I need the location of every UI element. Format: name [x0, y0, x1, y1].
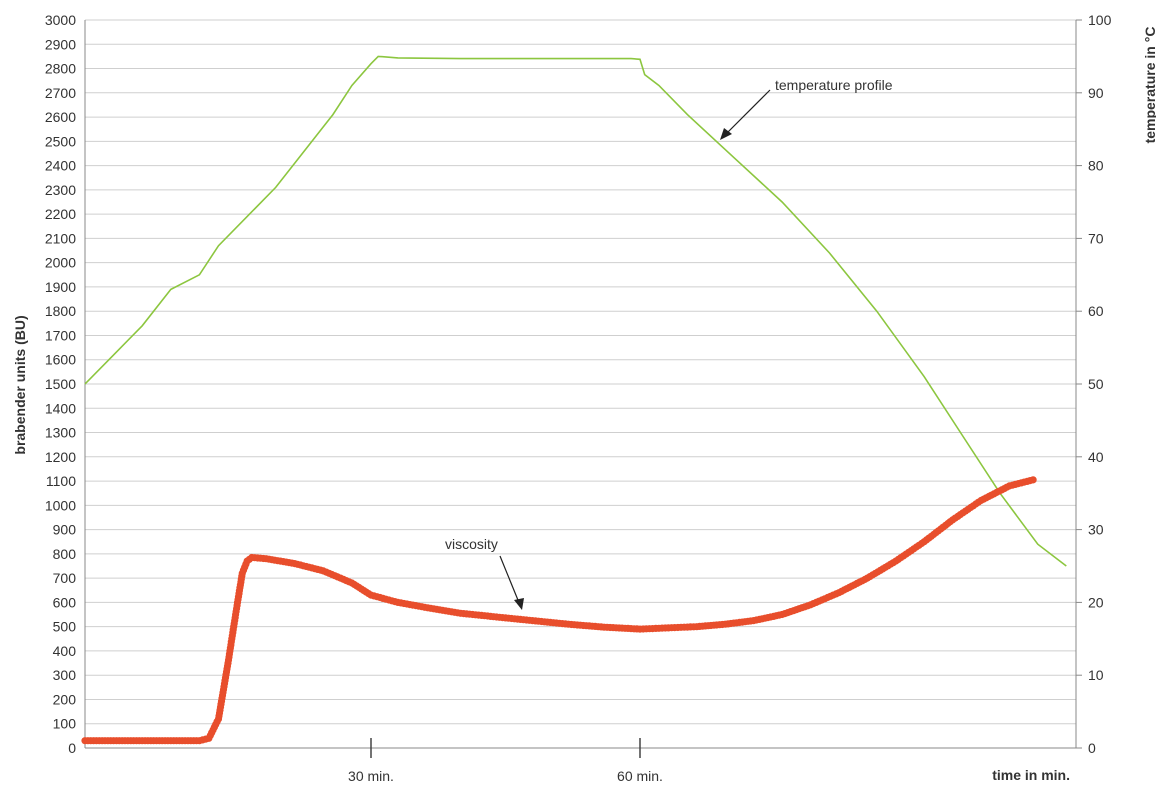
y-tick-label: 2000: [45, 255, 76, 271]
temperature-annotation-arrowhead: [720, 128, 732, 140]
y2-tick-label: 30: [1088, 522, 1104, 538]
y2-tick-label: 40: [1088, 449, 1104, 465]
y-tick-label: 2800: [45, 61, 76, 77]
y2-tick-label: 80: [1088, 158, 1104, 174]
y2-tick-label: 70: [1088, 230, 1104, 246]
y-tick-label: 2900: [45, 36, 76, 52]
axes: 0100200300400500600700800900100011001200…: [45, 12, 1112, 784]
y-tick-label: 2700: [45, 85, 76, 101]
y-tick-label: 2200: [45, 206, 76, 222]
y-tick-label: 600: [53, 594, 77, 610]
y2-tick-label: 90: [1088, 85, 1104, 101]
y-tick-label: 1600: [45, 352, 76, 368]
y2-tick-label: 60: [1088, 303, 1104, 319]
y-axis-title: brabender units (BU): [12, 315, 28, 454]
temperature-line: [84, 55, 1067, 567]
y-tick-label: 2100: [45, 230, 76, 246]
temperature-annotation-arrow: [723, 89, 771, 137]
temperature-profile-annotation: temperature profile: [775, 77, 893, 93]
y-tick-label: 700: [53, 570, 77, 586]
y-tick-label: 2500: [45, 133, 76, 149]
y-tick-label: 1300: [45, 425, 76, 441]
y-tick-label: 1500: [45, 376, 76, 392]
y2-tick-label: 10: [1088, 667, 1104, 683]
y-tick-label: 3000: [45, 12, 76, 28]
y-tick-label: 200: [53, 691, 77, 707]
viscosity-annotation: viscosity: [445, 536, 498, 552]
y2-tick-label: 0: [1088, 740, 1096, 756]
y-tick-label: 800: [53, 546, 77, 562]
viscosity-point: [1029, 476, 1037, 484]
viscosity-annotation-arrow: [499, 555, 521, 606]
y-tick-label: 1800: [45, 303, 76, 319]
y-tick-label: 2300: [45, 182, 76, 198]
y-tick-label: 1200: [45, 449, 76, 465]
y-tick-label: 1100: [46, 473, 76, 489]
series: [81, 55, 1067, 745]
x-tick-label: 30 min.: [348, 768, 394, 784]
y-tick-label: 100: [53, 716, 77, 732]
y-tick-label: 2600: [45, 109, 76, 125]
y-tick-label: 1900: [45, 279, 76, 295]
y2-tick-label: 20: [1088, 594, 1104, 610]
y-tick-label: 2400: [45, 158, 76, 174]
y2-tick-label: 100: [1088, 12, 1112, 28]
viscosity-annotation-arrowhead: [514, 598, 524, 610]
y-tick-label: 400: [53, 643, 77, 659]
gridlines: [85, 19, 1076, 749]
y-tick-label: 500: [53, 619, 77, 635]
annotations: temperature profile viscosity: [445, 77, 893, 610]
y2-tick-label: 50: [1088, 376, 1104, 392]
y-tick-label: 0: [68, 740, 76, 756]
y-tick-label: 1000: [45, 497, 76, 513]
y-tick-label: 300: [53, 667, 77, 683]
y-tick-label: 1700: [45, 327, 76, 343]
y2-axis-title: temperature in °C: [1142, 27, 1156, 144]
x-axis-title: time in min.: [992, 767, 1070, 783]
y-tick-label: 1400: [45, 400, 76, 416]
y-tick-label: 900: [53, 522, 77, 538]
x-tick-label: 60 min.: [617, 768, 663, 784]
